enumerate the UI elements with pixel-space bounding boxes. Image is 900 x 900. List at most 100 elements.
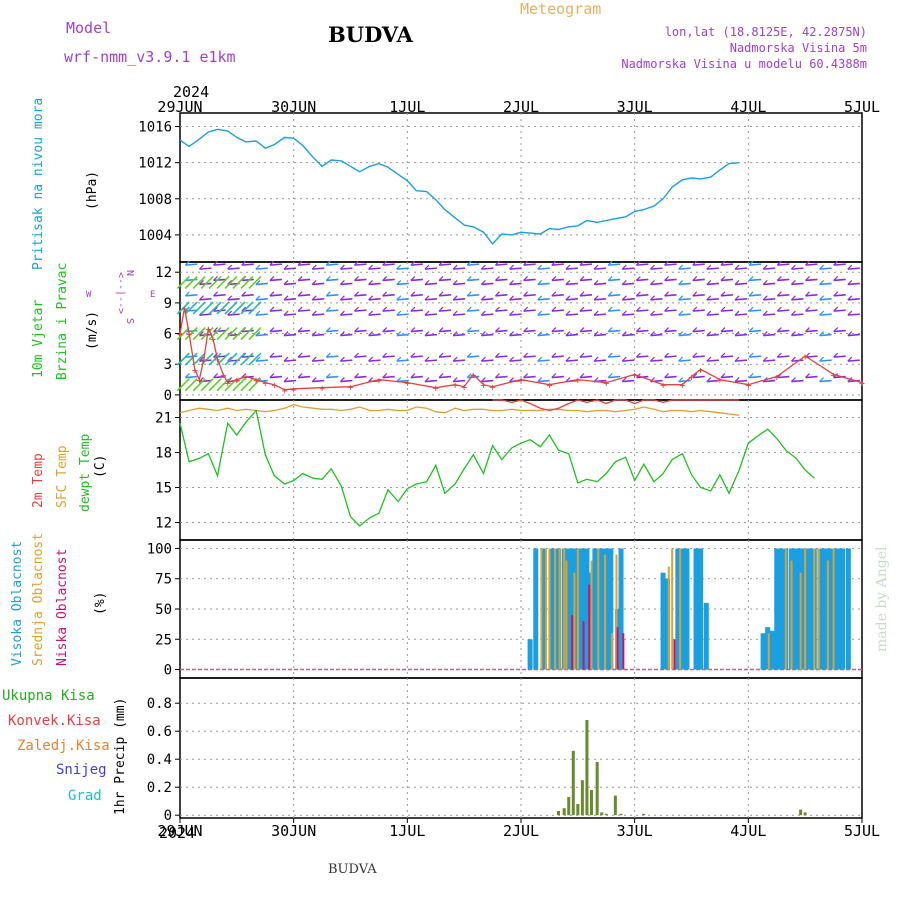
wind-barb-head xyxy=(438,306,444,312)
precip-bar xyxy=(600,812,604,816)
wind-barb xyxy=(241,329,254,333)
mid-cloud-bar xyxy=(790,560,793,670)
wind-barb-head xyxy=(495,291,500,297)
wind-barb-strong xyxy=(192,326,206,341)
wind-barb xyxy=(608,355,621,358)
wind-barb-head xyxy=(762,331,768,336)
wind-barb xyxy=(636,355,649,358)
dewpt-line xyxy=(179,409,815,527)
wind-barb xyxy=(565,333,578,337)
wind-barb xyxy=(453,359,466,362)
wind-barb xyxy=(424,379,438,383)
wind-barb-head xyxy=(269,352,275,358)
wind-barb xyxy=(594,313,607,316)
wind-barb xyxy=(678,379,691,383)
panel-frame xyxy=(179,399,863,541)
high-cloud-bar xyxy=(703,602,709,670)
wind-barb xyxy=(410,293,423,297)
wind-barb-head xyxy=(565,377,571,382)
wind-barb xyxy=(678,282,691,286)
wind-barb-head xyxy=(297,260,303,266)
wind-barb xyxy=(199,297,212,301)
wind-barb xyxy=(410,263,423,266)
wind-barb-head xyxy=(748,373,754,378)
precip-legend-item: Konvek.Kisa xyxy=(8,713,101,729)
high-cloud-bar xyxy=(778,548,784,670)
wind-barb-strong xyxy=(224,326,238,341)
y-tick-label: 0.8 xyxy=(147,696,172,712)
wind-barb xyxy=(734,379,748,383)
wind-barb xyxy=(706,379,719,383)
wind-barb-head xyxy=(410,327,416,332)
y-tick-label: 18 xyxy=(155,446,172,462)
wind-barb-head xyxy=(368,356,374,362)
wind-barb-head xyxy=(748,276,754,281)
wind-barb-head xyxy=(734,264,740,270)
wind-barb xyxy=(495,293,508,297)
wind-barb-head xyxy=(227,377,233,382)
wind-barb xyxy=(298,309,311,312)
wind-barb xyxy=(678,359,691,362)
y-tick-label: 0 xyxy=(164,388,172,404)
precip-bar xyxy=(642,813,646,816)
wind-barb xyxy=(763,282,776,286)
wind-barb xyxy=(213,293,226,297)
wind-barb-head xyxy=(480,377,486,382)
wind-barb-head xyxy=(424,264,430,270)
wind-barb xyxy=(312,359,325,362)
wind-barb xyxy=(255,267,268,270)
mid-cloud-bar xyxy=(554,548,557,670)
wind-barb-head xyxy=(311,280,317,285)
wind-barb xyxy=(509,313,522,316)
wind-barb-head xyxy=(607,327,613,332)
mid-cloud-bar xyxy=(784,548,787,670)
wind-barb-head xyxy=(382,306,388,312)
wind-barb xyxy=(283,359,297,362)
mid-cloud-bar xyxy=(576,548,579,670)
wind-barb-head xyxy=(184,260,190,266)
altitude-line: Nadmorska Visina 5m xyxy=(729,41,867,55)
wind-speed-mark: + xyxy=(220,370,226,381)
wind-barb-head xyxy=(664,276,670,281)
wind-barb-head xyxy=(283,280,289,285)
wind-barb-head xyxy=(748,327,754,332)
high-cloud-bar xyxy=(845,548,851,670)
wind-barb-head xyxy=(227,295,233,301)
low-cloud-bar xyxy=(582,621,585,670)
wind-barb-head xyxy=(396,356,402,362)
wind-barb xyxy=(241,355,254,358)
wind-barb-head xyxy=(227,310,233,316)
wind-barb-head xyxy=(593,264,599,270)
wind-barb xyxy=(678,297,691,301)
wind-barb-head xyxy=(199,377,204,382)
mid-cloud-bar xyxy=(548,548,551,670)
wind-barb xyxy=(594,282,607,286)
wind-barb-head xyxy=(339,295,345,301)
y-tick-label: 1004 xyxy=(138,228,172,244)
precip-bar xyxy=(595,762,599,816)
wind-barb xyxy=(227,297,240,301)
wind-barb-head xyxy=(776,352,782,358)
wind-barb xyxy=(424,282,438,286)
temp-axis-title-3: dewpt Temp xyxy=(78,434,93,512)
wind-barb-head xyxy=(762,264,768,270)
wind-barb xyxy=(819,333,832,337)
wind-barb-head xyxy=(551,352,557,358)
wind-barb-head xyxy=(339,280,345,285)
sfc-temp-line xyxy=(179,404,740,416)
wind-barb xyxy=(791,313,804,316)
wind-barb xyxy=(579,278,593,282)
y-tick-label: 9 xyxy=(164,296,172,312)
wind-barb-head xyxy=(776,327,782,332)
wind-barb xyxy=(749,263,762,266)
wind-barb xyxy=(678,267,691,270)
wind-barb xyxy=(523,278,536,282)
top-day-label: 4JUL xyxy=(730,98,766,116)
wind-barb xyxy=(537,282,550,286)
wind-barb-head xyxy=(297,291,303,297)
high-cloud-bar xyxy=(527,639,533,670)
wind-barb xyxy=(565,313,578,316)
wind-barb xyxy=(579,375,593,379)
wind-barb-head xyxy=(819,310,825,316)
wind-barb-head xyxy=(819,377,825,382)
